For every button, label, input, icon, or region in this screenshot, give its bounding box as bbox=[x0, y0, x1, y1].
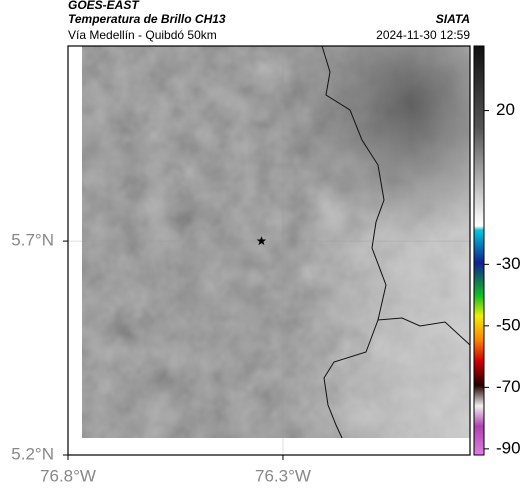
colorbar-tick-label: -50 bbox=[496, 315, 521, 334]
border bbox=[321, 45, 471, 346]
map-frame bbox=[67, 45, 471, 456]
y-tick-label: 5.7°N bbox=[11, 231, 54, 250]
colorbar-tick-label: -30 bbox=[496, 254, 521, 273]
source: SIATA bbox=[436, 12, 470, 26]
border bbox=[323, 319, 379, 439]
colorbar-tick-label: 20 bbox=[496, 100, 515, 119]
y-tick-label: 5.2°N bbox=[11, 444, 54, 463]
colorbar-tick-label: -90 bbox=[496, 438, 521, 457]
title: GOES-EAST bbox=[68, 0, 140, 12]
x-tick-label: 76.3°W bbox=[255, 466, 311, 485]
location-marker bbox=[256, 236, 267, 246]
timestamp: 2024-11-30 12:59 bbox=[376, 28, 470, 42]
location: Vía Medellín - Quibdó 50km bbox=[68, 28, 217, 42]
colorbar bbox=[473, 45, 485, 456]
x-tick-label: 76.8°W bbox=[40, 466, 96, 485]
subtitle: Temperatura de Brillo CH13 bbox=[68, 12, 226, 26]
satellite-image bbox=[82, 46, 470, 438]
colorbar-tick-label: -70 bbox=[496, 377, 521, 396]
